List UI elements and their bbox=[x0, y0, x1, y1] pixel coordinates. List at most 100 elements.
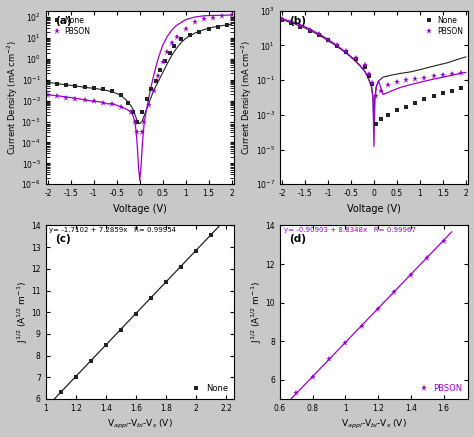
PBSON bbox=[164, 49, 170, 54]
PBSON bbox=[424, 255, 430, 260]
None bbox=[421, 97, 427, 102]
None bbox=[366, 73, 372, 78]
None bbox=[144, 96, 149, 101]
PBSON bbox=[458, 70, 464, 75]
PBSON bbox=[307, 27, 312, 32]
None bbox=[58, 390, 64, 395]
None bbox=[449, 88, 455, 93]
None bbox=[73, 83, 78, 88]
PBSON bbox=[449, 71, 455, 76]
X-axis label: V$_{appl}$-V$_{bi}$-V$_{s}$ (V): V$_{appl}$-V$_{bi}$-V$_{s}$ (V) bbox=[107, 418, 173, 431]
PBSON bbox=[325, 37, 331, 42]
None bbox=[394, 107, 400, 112]
None bbox=[344, 49, 349, 55]
Text: (a): (a) bbox=[55, 16, 72, 26]
PBSON bbox=[64, 95, 69, 100]
PBSON bbox=[279, 17, 285, 22]
None bbox=[374, 121, 379, 127]
PBSON bbox=[385, 83, 391, 88]
PBSON bbox=[173, 35, 179, 40]
None bbox=[298, 24, 303, 29]
None bbox=[334, 43, 340, 49]
None bbox=[178, 36, 184, 42]
Line: None: None bbox=[280, 18, 463, 126]
Line: PBSON: PBSON bbox=[45, 12, 235, 135]
None bbox=[369, 81, 374, 87]
PBSON bbox=[431, 73, 437, 79]
PBSON bbox=[362, 63, 368, 68]
Y-axis label: Current Density (mA cm$^{-2}$): Current Density (mA cm$^{-2}$) bbox=[6, 40, 20, 155]
X-axis label: Voltage (V): Voltage (V) bbox=[113, 204, 167, 214]
PBSON bbox=[298, 23, 303, 28]
None bbox=[206, 26, 211, 31]
Y-axis label: J$^{1/2}$ (A$^{1/2}$ m$^{-1}$): J$^{1/2}$ (A$^{1/2}$ m$^{-1}$) bbox=[249, 281, 264, 343]
None bbox=[91, 85, 97, 90]
PBSON bbox=[440, 72, 446, 77]
PBSON bbox=[146, 103, 152, 108]
PBSON bbox=[183, 26, 189, 31]
PBSON bbox=[378, 88, 383, 93]
None bbox=[109, 89, 115, 94]
PBSON bbox=[326, 357, 332, 362]
Legend: None, PBSON: None, PBSON bbox=[49, 14, 92, 37]
Y-axis label: J$^{1/2}$ (A$^{1/2}$ m$^{-1}$): J$^{1/2}$ (A$^{1/2}$ m$^{-1}$) bbox=[15, 281, 30, 343]
PBSON bbox=[109, 101, 115, 107]
PBSON bbox=[229, 12, 235, 17]
None bbox=[431, 94, 437, 99]
None bbox=[130, 109, 136, 114]
PBSON bbox=[201, 17, 207, 22]
None bbox=[187, 32, 193, 38]
None bbox=[172, 44, 177, 49]
None bbox=[307, 28, 312, 33]
PBSON bbox=[54, 94, 60, 99]
PBSON bbox=[394, 79, 400, 84]
None bbox=[403, 104, 409, 109]
PBSON bbox=[139, 130, 145, 135]
Line: PBSON: PBSON bbox=[279, 16, 465, 99]
None bbox=[139, 109, 145, 114]
PBSON bbox=[344, 49, 349, 54]
None bbox=[162, 59, 168, 64]
None bbox=[100, 86, 106, 91]
None bbox=[353, 56, 358, 62]
None bbox=[279, 18, 285, 23]
None bbox=[135, 119, 140, 124]
PBSON bbox=[421, 75, 427, 80]
None bbox=[440, 90, 446, 96]
Text: (b): (b) bbox=[289, 16, 306, 26]
None bbox=[167, 50, 173, 55]
None bbox=[133, 311, 139, 316]
Line: None: None bbox=[46, 24, 229, 124]
PBSON bbox=[366, 72, 372, 77]
None bbox=[193, 248, 199, 253]
None bbox=[325, 38, 331, 43]
None bbox=[157, 68, 163, 73]
Text: (c): (c) bbox=[55, 234, 71, 244]
PBSON bbox=[334, 42, 340, 48]
None bbox=[148, 87, 154, 92]
PBSON bbox=[219, 14, 225, 19]
None bbox=[378, 116, 383, 121]
None bbox=[362, 65, 368, 70]
PBSON bbox=[100, 100, 106, 105]
Line: None: None bbox=[59, 233, 213, 395]
None bbox=[224, 23, 230, 28]
Text: y= -0.90903 + 8.8348x   R= 0.99967: y= -0.90903 + 8.8348x R= 0.99967 bbox=[283, 227, 416, 233]
Legend: None, PBSON: None, PBSON bbox=[421, 14, 465, 37]
None bbox=[88, 358, 94, 364]
PBSON bbox=[169, 41, 175, 46]
PBSON bbox=[160, 59, 165, 65]
PBSON bbox=[375, 306, 381, 311]
Legend: PBSON: PBSON bbox=[416, 382, 464, 395]
PBSON bbox=[353, 55, 358, 60]
None bbox=[458, 85, 464, 90]
None bbox=[385, 112, 391, 118]
PBSON bbox=[374, 94, 379, 99]
PBSON bbox=[403, 77, 409, 83]
PBSON bbox=[73, 96, 78, 101]
None bbox=[64, 82, 69, 87]
PBSON bbox=[359, 323, 365, 328]
PBSON bbox=[135, 130, 140, 135]
PBSON bbox=[288, 20, 294, 25]
None bbox=[153, 78, 159, 83]
